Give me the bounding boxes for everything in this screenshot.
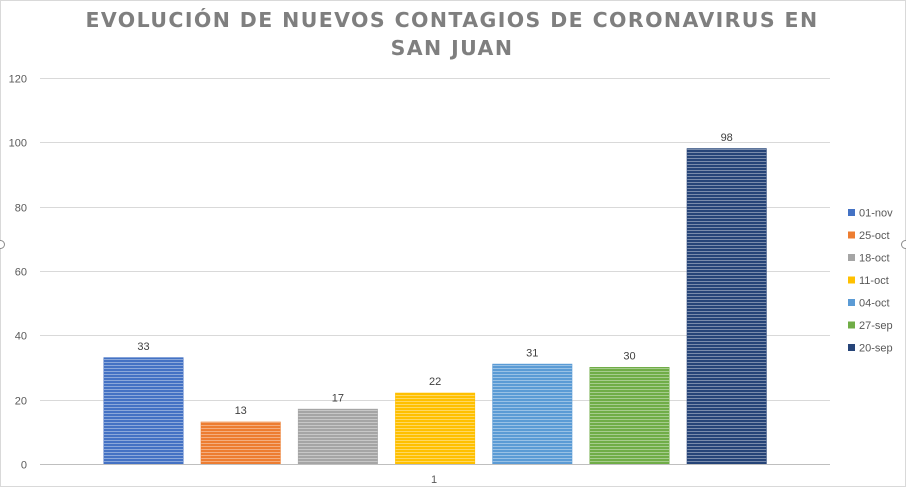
bar-texture <box>687 148 767 464</box>
y-tick-label: 0 <box>21 460 27 472</box>
y-tick-label: 80 <box>15 203 27 215</box>
chart-title-line-2: SAN JUAN <box>390 36 514 60</box>
bar-texture <box>590 367 669 464</box>
legend-label: 11-oct <box>859 275 889 287</box>
legend-item: 18-oct <box>848 253 890 265</box>
legend-swatch <box>848 209 855 216</box>
bar-texture <box>201 422 281 464</box>
data-label: 17 <box>332 392 344 404</box>
right-resize-handle[interactable] <box>901 240 906 249</box>
bar-20-sep <box>686 148 767 465</box>
legend-swatch <box>848 344 855 351</box>
bar-18-oct <box>297 408 378 465</box>
legend-swatch <box>848 254 855 261</box>
bar-texture <box>104 357 183 464</box>
y-tick-label: 100 <box>9 138 27 150</box>
legend-label: 18-oct <box>859 253 890 265</box>
legend: 01-nov 25-oct 18-oct 11-oct 04-oct 27-sep 20-s… <box>848 208 893 355</box>
legend-item: 27-sep <box>848 320 893 332</box>
x-axis: 1 <box>40 464 830 486</box>
legend-label: 01-nov <box>859 208 893 220</box>
x-tick-label: 1 <box>431 474 437 486</box>
data-label: 22 <box>429 376 441 388</box>
bar-11-oct <box>395 392 476 465</box>
y-tick-label: 20 <box>15 396 27 408</box>
bar-25-oct <box>200 421 281 465</box>
y-axis: 0 20 40 60 80 100 120 <box>9 74 27 472</box>
legend-swatch <box>848 276 855 284</box>
bar-texture <box>492 364 572 464</box>
bar-texture <box>298 409 378 464</box>
bar-04-oct <box>492 363 573 465</box>
legend-swatch <box>848 299 855 306</box>
chart-title: EVOLUCIÓN DE NUEVOS CONTAGIOS DE CORONAV… <box>0 6 904 62</box>
legend-label: 25-oct <box>859 230 890 242</box>
data-labels: 33 13 17 22 31 30 98 <box>137 132 732 417</box>
legend-item: 01-nov <box>848 208 893 220</box>
legend-swatch <box>848 321 855 329</box>
bar-01-nov <box>103 357 184 465</box>
legend-label: 04-oct <box>859 298 890 310</box>
legend-item: 20-sep <box>848 343 893 355</box>
legend-swatch <box>848 231 855 239</box>
data-label: 31 <box>526 347 538 359</box>
data-label: 13 <box>235 405 247 417</box>
data-label: 98 <box>721 132 733 144</box>
left-resize-handle[interactable] <box>0 240 5 249</box>
bar-group <box>103 148 767 465</box>
y-tick-label: 60 <box>15 267 27 279</box>
legend-item: 04-oct <box>848 298 890 310</box>
legend-label: 20-sep <box>859 343 893 355</box>
y-tick-label: 40 <box>15 331 27 343</box>
data-label: 33 <box>137 341 149 353</box>
legend-item: 11-oct <box>848 275 889 287</box>
y-tick-label: 120 <box>9 74 27 86</box>
legend-item: 25-oct <box>848 230 890 242</box>
bar-texture <box>395 393 475 464</box>
legend-label: 27-sep <box>859 320 893 332</box>
chart-title-line-1: EVOLUCIÓN DE NUEVOS CONTAGIOS DE CORONAV… <box>85 8 819 32</box>
data-label: 30 <box>623 351 635 363</box>
bar-27-sep <box>589 367 670 465</box>
